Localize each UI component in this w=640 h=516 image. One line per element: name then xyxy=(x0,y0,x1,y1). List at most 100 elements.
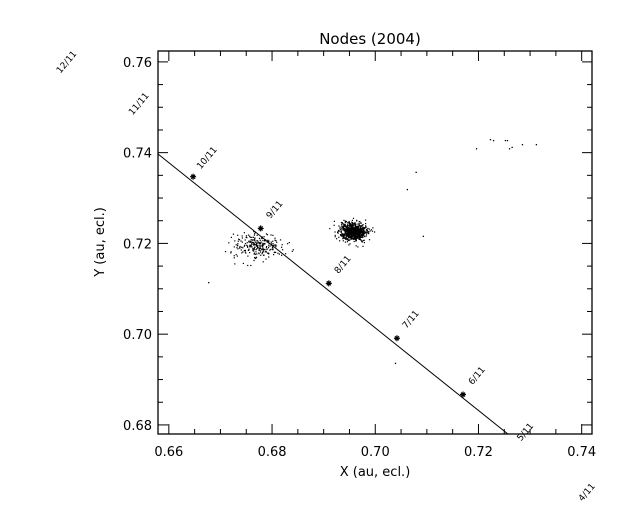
cluster-point xyxy=(361,228,363,230)
cluster-point xyxy=(344,223,346,226)
cluster-point xyxy=(262,244,265,246)
cluster-point xyxy=(273,245,275,247)
cluster-point xyxy=(271,243,273,245)
cluster-point xyxy=(255,251,257,253)
cluster-point xyxy=(363,227,365,229)
cluster-point xyxy=(362,233,364,235)
cluster-point xyxy=(344,237,346,239)
cluster-point xyxy=(253,244,255,246)
cluster-point xyxy=(355,222,357,224)
cluster-point xyxy=(358,231,360,234)
cluster-point xyxy=(351,224,353,226)
cluster-point xyxy=(342,235,344,237)
cluster-point xyxy=(352,232,354,234)
cluster-point xyxy=(356,225,358,227)
cluster-point xyxy=(347,227,349,229)
cluster-point xyxy=(343,236,345,238)
cluster-point xyxy=(351,234,353,237)
cluster-point xyxy=(365,225,367,227)
cluster-point xyxy=(247,255,249,257)
cluster-point xyxy=(363,242,365,244)
cluster-point xyxy=(358,230,360,232)
cluster-point xyxy=(345,233,347,236)
cluster-point xyxy=(342,238,344,240)
cluster-point xyxy=(355,238,357,240)
cluster-point xyxy=(253,239,255,241)
cluster-point xyxy=(345,230,347,232)
date-marker xyxy=(190,173,197,180)
cluster-point xyxy=(344,221,347,223)
cluster-point xyxy=(288,242,290,244)
date-marker xyxy=(325,280,332,287)
cluster-point xyxy=(355,227,357,229)
cluster-point xyxy=(238,239,241,241)
cluster-point xyxy=(279,239,282,241)
cluster-point xyxy=(261,245,264,247)
date-label: 6/11 xyxy=(467,365,488,387)
cluster-point xyxy=(345,236,347,238)
cluster-point xyxy=(368,233,370,235)
cluster-point xyxy=(339,228,341,230)
cluster-point xyxy=(241,252,243,254)
cluster-point xyxy=(253,250,255,252)
cluster-point xyxy=(275,246,277,248)
cluster-point xyxy=(362,236,364,238)
cluster-point xyxy=(346,225,348,227)
cluster-point xyxy=(345,225,347,227)
cluster-point xyxy=(266,246,268,248)
cluster-point xyxy=(357,223,359,225)
x-tick-label: 0.70 xyxy=(361,445,390,460)
cluster-point xyxy=(355,228,357,230)
cluster-point xyxy=(365,230,367,232)
cluster-point xyxy=(261,253,263,255)
cluster-point xyxy=(358,225,360,227)
cluster-point xyxy=(338,236,340,238)
cluster-point xyxy=(275,251,277,253)
cluster-point xyxy=(342,234,344,236)
cluster-point xyxy=(363,234,365,236)
cluster-point xyxy=(259,247,261,249)
cluster-point xyxy=(354,227,356,229)
cluster-point xyxy=(251,236,253,238)
cluster-point xyxy=(352,217,355,219)
cluster-point xyxy=(265,247,267,249)
y-tick-label: 0.72 xyxy=(123,237,152,252)
cluster-point xyxy=(350,225,352,227)
cluster-point xyxy=(237,243,239,245)
cluster-point xyxy=(358,237,361,239)
cluster-point xyxy=(345,220,348,223)
date-marker xyxy=(393,335,400,342)
cluster-point xyxy=(359,227,361,229)
cluster-point xyxy=(344,231,346,233)
cluster-point xyxy=(353,232,356,235)
cluster-point xyxy=(234,263,236,265)
cluster-point xyxy=(252,248,254,250)
cluster-point xyxy=(230,251,232,253)
cluster-point xyxy=(365,219,367,221)
cluster-point xyxy=(356,235,358,237)
cluster-point xyxy=(355,234,357,236)
cluster-point xyxy=(361,224,363,227)
cluster-point xyxy=(241,235,243,237)
cluster-point xyxy=(365,228,368,230)
cluster-point xyxy=(254,233,256,235)
cluster-point xyxy=(342,240,344,242)
plot-marks xyxy=(158,139,538,434)
cluster-point xyxy=(260,254,262,256)
cluster-point xyxy=(253,231,255,233)
cluster-point xyxy=(239,247,241,249)
date-label: 12/11 xyxy=(55,50,79,76)
cluster-point xyxy=(241,246,243,248)
data-point xyxy=(415,171,417,174)
cluster-point xyxy=(240,249,242,251)
cluster-point xyxy=(275,244,277,246)
cluster-point xyxy=(246,245,249,247)
cluster-point xyxy=(252,239,254,241)
cluster-point xyxy=(287,243,289,245)
cluster-point xyxy=(281,254,283,256)
cluster-point xyxy=(253,247,255,249)
cluster-point xyxy=(281,244,283,246)
cluster-point xyxy=(263,249,265,251)
cluster-point xyxy=(351,222,353,224)
date-label: 4/11 xyxy=(577,482,598,504)
